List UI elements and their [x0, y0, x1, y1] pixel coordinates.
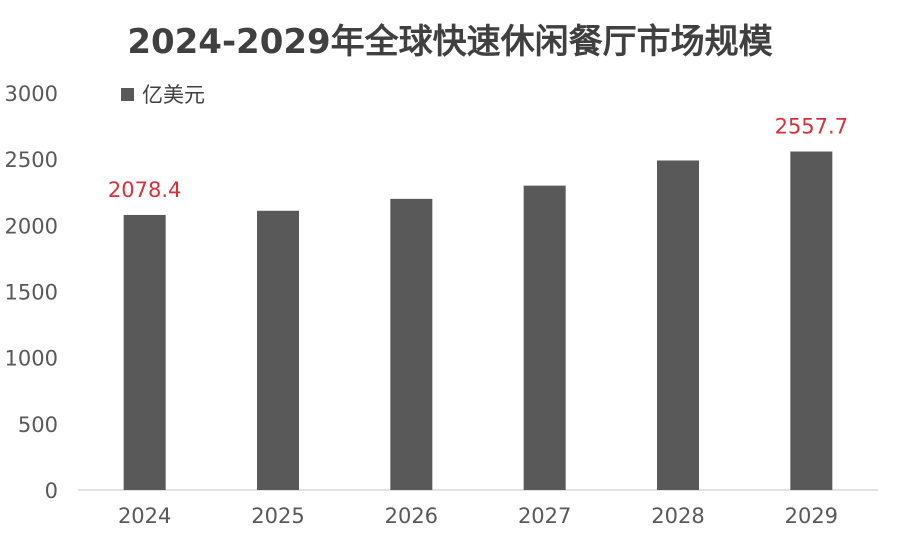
bar-2025	[257, 210, 299, 490]
bars	[123, 151, 833, 491]
y-tick-label: 1500	[5, 281, 58, 305]
data-label-2029: 2557.7	[775, 115, 848, 139]
bar-2026	[390, 198, 433, 490]
y-axis: 0 500 1000 1500 2000 2500 3000	[5, 82, 58, 503]
x-tick-label: 2028	[651, 504, 704, 528]
x-tick-label: 2029	[785, 504, 838, 528]
y-tick-label: 3000	[5, 82, 58, 106]
y-tick-label: 0	[45, 479, 58, 503]
legend-swatch	[121, 88, 134, 101]
y-tick-label: 1000	[5, 347, 58, 371]
data-labels: 2078.4 2557.7	[108, 115, 848, 202]
y-tick-label: 500	[18, 413, 58, 437]
legend-label: 亿美元	[142, 83, 205, 107]
chart-title: 2024-2029年全球快速休闲餐厅市场规模	[127, 22, 772, 62]
x-axis: 2024 2025 2026 2027 2028 2029	[78, 489, 878, 528]
bar-2024	[123, 214, 166, 490]
y-tick-label: 2500	[5, 148, 58, 172]
bar-2028	[657, 160, 699, 491]
bar-2029	[790, 151, 833, 490]
bar-2027	[523, 185, 566, 490]
data-label-2024: 2078.4	[108, 178, 181, 202]
x-tick-label: 2025	[251, 504, 304, 528]
y-tick-label: 2000	[5, 214, 58, 238]
legend: 亿美元	[121, 83, 205, 107]
x-tick-label: 2027	[518, 504, 571, 528]
x-tick-label: 2024	[118, 504, 171, 528]
x-tick-label: 2026	[385, 504, 438, 528]
